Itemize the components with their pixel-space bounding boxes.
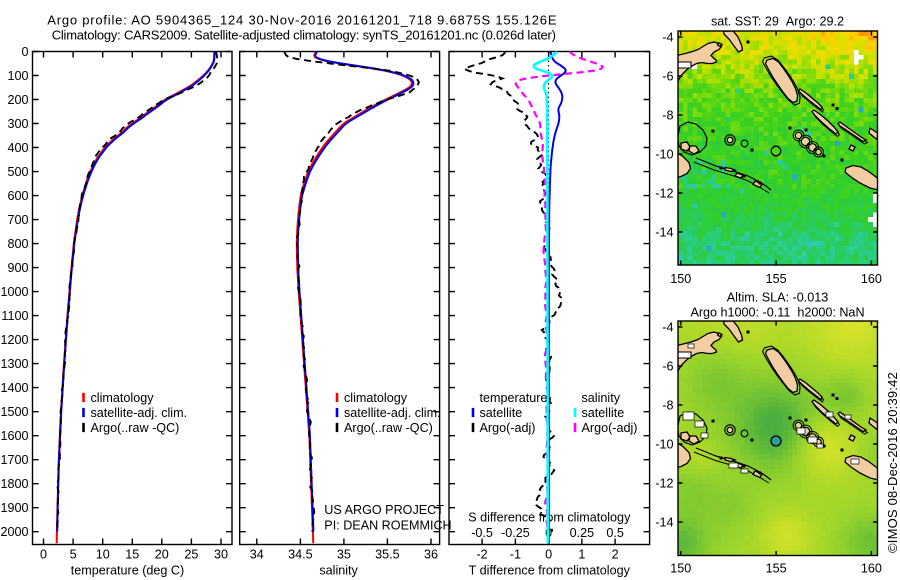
svg-text:-8: -8 — [662, 398, 673, 412]
svg-text:1: 1 — [578, 548, 585, 562]
svg-text:-6: -6 — [662, 359, 673, 373]
svg-text:15: 15 — [125, 548, 139, 562]
svg-text:1700: 1700 — [0, 453, 28, 467]
svg-text:1000: 1000 — [0, 285, 28, 299]
svg-text:satellite-adj. clim.: satellite-adj. clim. — [344, 406, 441, 420]
svg-text:160: 160 — [861, 562, 882, 576]
svg-text:climatology: climatology — [344, 391, 408, 405]
svg-text:salinity: salinity — [582, 391, 621, 405]
svg-text:800: 800 — [7, 237, 28, 251]
svg-text:-8: -8 — [662, 108, 673, 122]
svg-text:-14: -14 — [655, 515, 673, 529]
svg-text:salinity: salinity — [319, 564, 358, 578]
svg-text:temperature: temperature — [480, 391, 548, 405]
svg-text:T difference from climatology: T difference from climatology — [469, 564, 631, 578]
svg-text:PI: DEAN ROEMMICH: PI: DEAN ROEMMICH — [324, 519, 451, 533]
svg-text:1600: 1600 — [0, 429, 28, 443]
svg-text:36: 36 — [424, 548, 438, 562]
svg-text:900: 900 — [7, 261, 28, 275]
svg-text:155: 155 — [766, 272, 787, 286]
svg-text:5: 5 — [70, 548, 77, 562]
svg-text:satellite-adj. clim.: satellite-adj. clim. — [91, 406, 188, 420]
svg-text:0: 0 — [545, 548, 552, 562]
svg-text:20: 20 — [155, 548, 169, 562]
svg-text:35.5: 35.5 — [375, 548, 400, 562]
svg-text:-0.5: -0.5 — [471, 526, 493, 540]
svg-text:-12: -12 — [655, 186, 673, 200]
svg-text:160: 160 — [861, 272, 882, 286]
svg-text:1300: 1300 — [0, 357, 28, 371]
svg-text:2: 2 — [612, 548, 619, 562]
svg-text:600: 600 — [7, 189, 28, 203]
svg-text:-1: -1 — [510, 548, 521, 562]
svg-text:©IMOS 08-Dec-2016 20:39:42: ©IMOS 08-Dec-2016 20:39:42 — [885, 372, 900, 553]
svg-text:Climatology: CARS2009. Satelli: Climatology: CARS2009. Satellite-adjuste… — [52, 27, 556, 42]
svg-text:-10: -10 — [655, 437, 673, 451]
svg-text:temperature (deg C): temperature (deg C) — [71, 564, 184, 578]
svg-text:Argo(-adj): Argo(-adj) — [582, 421, 638, 435]
svg-text:-10: -10 — [655, 147, 673, 161]
svg-text:1200: 1200 — [0, 333, 28, 347]
svg-text:-12: -12 — [655, 476, 673, 490]
svg-text:climatology: climatology — [91, 391, 155, 405]
svg-text:150: 150 — [670, 272, 691, 286]
svg-text:150: 150 — [670, 562, 691, 576]
svg-text:-0.25: -0.25 — [501, 526, 530, 540]
svg-text:500: 500 — [7, 165, 28, 179]
svg-text:Argo h1000: -0.11 h2000: NaN: Argo h1000: -0.11 h2000: NaN — [690, 306, 864, 320]
svg-text:35: 35 — [337, 548, 351, 562]
svg-text:34: 34 — [250, 548, 264, 562]
svg-text:-4: -4 — [662, 320, 673, 334]
svg-text:1400: 1400 — [0, 381, 28, 395]
svg-text:Argo profile: AO 5904365_124 3: Argo profile: AO 5904365_124 30-Nov-2016… — [47, 12, 557, 27]
svg-text:Argo(..raw -QC): Argo(..raw -QC) — [91, 421, 180, 435]
svg-text:10: 10 — [96, 548, 110, 562]
svg-text:1800: 1800 — [0, 477, 28, 491]
svg-text:satellite: satellite — [480, 406, 523, 420]
svg-text:25: 25 — [184, 548, 198, 562]
svg-text:satellite: satellite — [582, 406, 625, 420]
svg-text:0.25: 0.25 — [570, 526, 595, 540]
svg-text:2000: 2000 — [0, 525, 28, 539]
svg-text:34.5: 34.5 — [288, 548, 313, 562]
svg-text:30: 30 — [214, 548, 228, 562]
svg-text:1100: 1100 — [1, 309, 28, 323]
svg-text:155: 155 — [766, 562, 787, 576]
svg-text:200: 200 — [7, 93, 28, 107]
svg-text:Argo(..raw -QC): Argo(..raw -QC) — [344, 421, 433, 435]
svg-text:-6: -6 — [662, 69, 673, 83]
svg-text:1900: 1900 — [0, 501, 28, 515]
svg-text:400: 400 — [7, 141, 28, 155]
svg-text:700: 700 — [7, 213, 28, 227]
svg-text:Altim. SLA: -0.013: Altim. SLA: -0.013 — [727, 291, 829, 305]
svg-text:-2: -2 — [476, 548, 487, 562]
svg-text:Argo(-adj): Argo(-adj) — [480, 421, 536, 435]
svg-text:100: 100 — [7, 69, 28, 83]
svg-text:-14: -14 — [655, 225, 673, 239]
svg-text:0.5: 0.5 — [606, 526, 624, 540]
svg-text:0: 0 — [40, 548, 47, 562]
svg-text:1500: 1500 — [0, 405, 28, 419]
svg-text:0: 0 — [21, 45, 28, 59]
svg-text:US ARGO PROJECT: US ARGO PROJECT — [324, 503, 444, 517]
svg-text:sat. SST: 29 Argo: 29.2: sat. SST: 29 Argo: 29.2 — [711, 15, 844, 29]
svg-text:300: 300 — [7, 117, 28, 131]
svg-text:-4: -4 — [662, 30, 673, 44]
